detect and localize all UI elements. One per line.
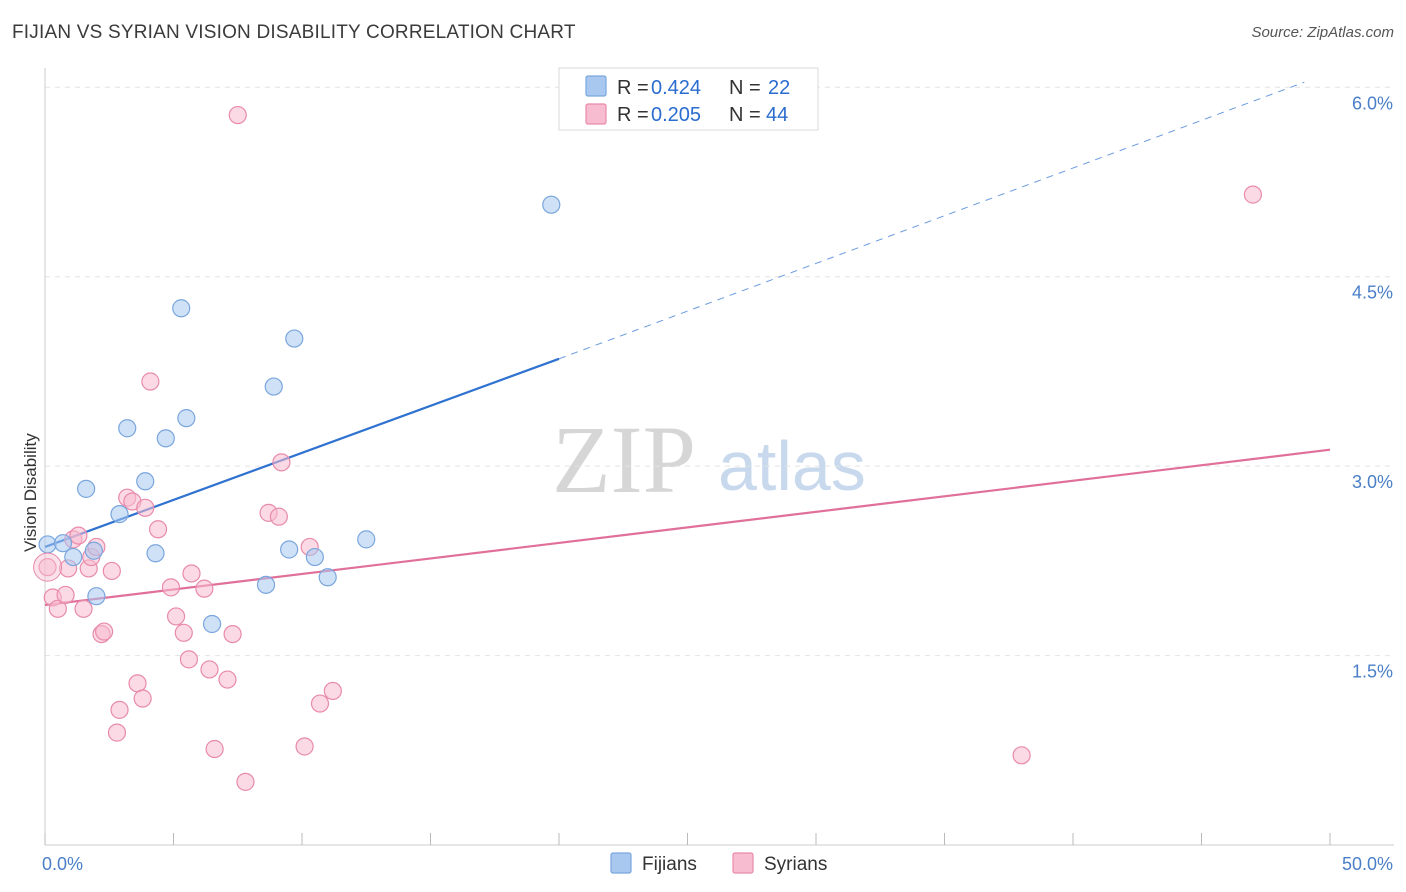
legend-n-value-syrians: 44 [766, 104, 788, 126]
source-label: Source: ZipAtlas.com [1251, 24, 1394, 41]
trend-line-fijians-extrapolated [558, 81, 1305, 360]
data-point-syrians [269, 507, 288, 526]
grid-lines [45, 86, 1394, 657]
data-point-syrians [128, 674, 147, 693]
y-tick-label: 6.0% [1352, 93, 1393, 113]
data-point-syrians [136, 498, 155, 517]
data-point-syrians [174, 623, 193, 642]
trend-line-fijians [44, 357, 560, 548]
data-point-fijians [280, 540, 299, 559]
data-point-fijians [136, 472, 155, 491]
data-point-syrians [195, 579, 214, 598]
y-tick-label: 4.5% [1352, 283, 1393, 303]
data-point-fijians [64, 547, 83, 567]
data-point-syrians [182, 564, 201, 583]
data-point-fijians [202, 614, 222, 634]
data-point-syrians [69, 526, 88, 545]
data-point-fijians [264, 377, 283, 396]
data-point-syrians [272, 453, 291, 472]
y-tick-label: 3.0% [1352, 472, 1393, 492]
data-point-fijians [256, 575, 276, 594]
watermark-zip: ZIP [552, 406, 696, 513]
data-point-syrians [200, 660, 219, 679]
data-point-fijians [38, 535, 57, 554]
correlation-legend: R = 0.424 N = 22 R = 0.205 N = 44 [558, 67, 819, 131]
chart-title: FIJIAN VS SYRIAN VISION DISABILITY CORRE… [12, 22, 576, 43]
data-point-syrians [179, 650, 199, 669]
data-point-fijians [156, 429, 175, 448]
bottom-legend-swatch-fijians [610, 852, 632, 874]
data-point-syrians [310, 694, 330, 713]
data-point-fijians [53, 534, 73, 553]
data-point-syrians [323, 681, 342, 701]
data-point-syrians [236, 772, 255, 791]
data-point-syrians [107, 723, 127, 742]
data-point-syrians [148, 520, 168, 539]
bottom-legend-swatch-syrians [732, 852, 754, 874]
data-point-fijians [305, 547, 324, 567]
data-point-fijians [357, 530, 376, 549]
data-point-fijians [110, 505, 129, 524]
data-point-syrians [74, 599, 93, 618]
data-point-syrians [38, 558, 57, 577]
data-point-fijians [177, 409, 196, 428]
data-point-fijians [87, 587, 106, 606]
data-point-syrians [205, 739, 224, 759]
y-axis-label: Vision Disability [21, 433, 40, 552]
legend-swatch-fijians [585, 75, 607, 97]
data-point-fijians [84, 541, 103, 560]
axes [44, 68, 1394, 846]
data-point-syrians [102, 561, 121, 581]
bottom-legend-label-syrians: Syrians [764, 854, 827, 875]
data-point-syrians [48, 599, 67, 618]
legend-r-label-fijians: R = [617, 77, 649, 99]
bottom-legend-label-fijians: Fijians [642, 854, 697, 875]
data-point-syrians [228, 105, 247, 125]
legend-swatch-syrians [585, 103, 607, 125]
data-point-syrians [295, 737, 314, 756]
data-point-syrians [218, 670, 237, 689]
data-point-syrians [166, 607, 186, 626]
data-point-fijians [318, 568, 337, 587]
legend-n-label-syrians: N = [729, 104, 761, 126]
data-point-syrians [133, 689, 152, 708]
data-point-fijians [542, 195, 561, 214]
tick-labels: 1.5% 3.0% 4.5% 6.0% 0.0% 50.0% [42, 93, 1393, 874]
trend-lines [44, 81, 1331, 607]
series-legend: Fijians Syrians [610, 852, 827, 875]
data-point-fijians [118, 419, 137, 438]
data-point-syrians-large [33, 552, 63, 582]
data-point-syrians [1012, 746, 1031, 765]
data-point-syrians [110, 700, 129, 719]
legend-r-value-syrians: 0.205 [651, 104, 701, 126]
data-point-syrians [223, 624, 242, 644]
data-point-syrians [1243, 185, 1263, 204]
data-point-syrians [161, 578, 181, 597]
data-point-syrians [95, 622, 114, 641]
legend-n-value-fijians: 22 [768, 77, 790, 99]
data-points [33, 105, 1263, 791]
data-point-fijians [285, 329, 304, 348]
watermark-atlas: atlas [718, 427, 866, 505]
legend-r-label-syrians: R = [617, 104, 649, 126]
data-point-syrians [141, 372, 160, 391]
data-point-fijians [172, 299, 191, 318]
data-point-fijians [146, 544, 165, 563]
data-point-fijians [77, 479, 96, 498]
legend-r-value-fijians: 0.424 [651, 77, 701, 99]
x-tick-label-min: 0.0% [42, 854, 83, 874]
data-point-syrians [56, 585, 75, 605]
x-tick-label-max: 50.0% [1342, 854, 1393, 874]
legend-n-label-fijians: N = [729, 77, 761, 99]
y-tick-label: 1.5% [1352, 662, 1393, 682]
